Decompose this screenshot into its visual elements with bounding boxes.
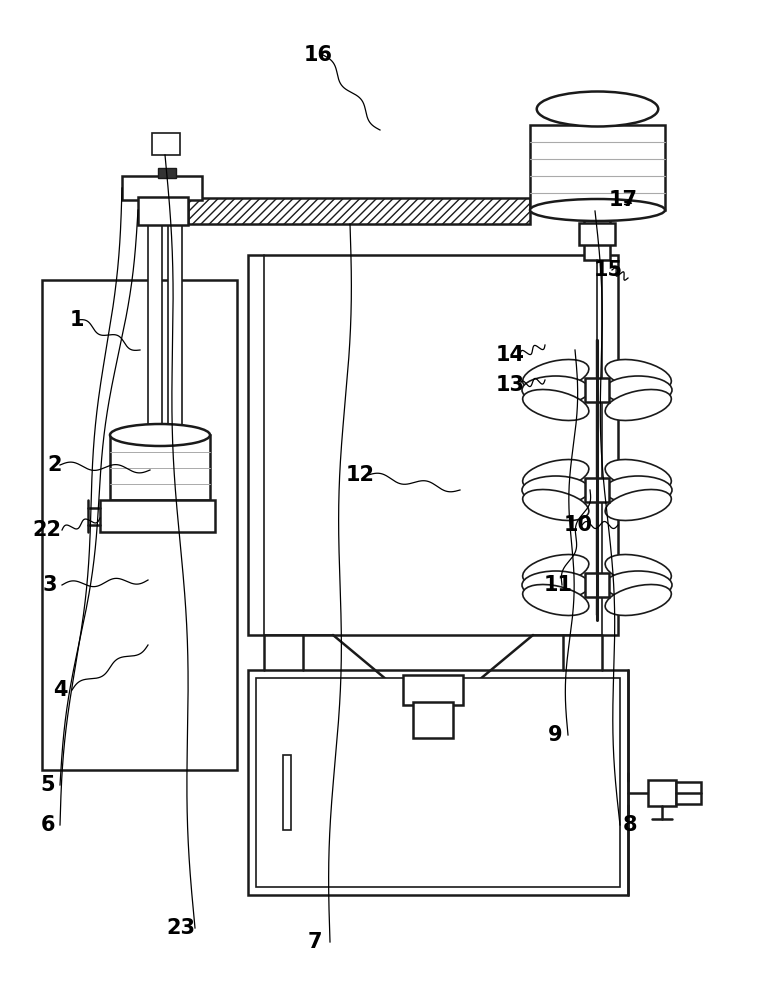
Text: 14: 14 [496,345,524,365]
Text: 17: 17 [608,190,638,210]
Bar [585,478,609,502]
Text: 15: 15 [594,260,622,280]
Text: 11: 11 [543,575,573,595]
Bar [152,133,180,155]
Bar [403,675,463,705]
Ellipse shape [605,460,672,490]
Bar [138,197,188,225]
Bar [579,223,615,245]
Ellipse shape [522,376,590,404]
Ellipse shape [604,476,672,504]
Text: 3: 3 [42,575,57,595]
Text: 5: 5 [41,775,56,795]
Ellipse shape [523,490,589,520]
Bar [585,573,609,597]
Text: 1: 1 [69,310,84,330]
Bar [122,176,202,200]
Ellipse shape [605,585,672,615]
Text: 9: 9 [547,725,562,745]
Text: 13: 13 [496,375,524,395]
Ellipse shape [523,585,589,615]
Bar [188,198,530,224]
Ellipse shape [605,360,672,390]
Bar [148,180,162,510]
Bar [168,180,182,510]
Text: 6: 6 [41,815,56,835]
Ellipse shape [523,360,589,390]
Ellipse shape [604,571,672,599]
Ellipse shape [523,390,589,420]
Text: 23: 23 [167,918,195,938]
Bar [248,670,628,895]
Bar [248,255,618,635]
Ellipse shape [605,390,672,420]
Text: 12: 12 [346,465,374,485]
Bar [256,678,620,887]
Ellipse shape [605,490,672,520]
Ellipse shape [530,199,665,221]
Ellipse shape [523,555,589,585]
Bar [584,210,610,260]
Text: 8: 8 [623,815,637,835]
Text: 4: 4 [52,680,67,700]
Ellipse shape [604,376,672,404]
Bar [100,500,215,532]
Bar [585,378,609,402]
Bar [158,168,176,178]
Text: 2: 2 [48,455,63,475]
Bar [110,435,210,500]
Ellipse shape [110,424,210,446]
Text: 16: 16 [303,45,333,65]
Bar [530,125,665,210]
Ellipse shape [522,476,590,504]
Text: 10: 10 [564,515,592,535]
Text: 22: 22 [32,520,62,540]
Bar [676,782,701,804]
Bar [413,702,453,738]
Ellipse shape [523,460,589,490]
Bar [42,280,237,770]
Bar [283,755,291,830]
Text: 7: 7 [308,932,322,952]
Ellipse shape [605,555,672,585]
Ellipse shape [537,92,659,126]
Ellipse shape [522,571,590,599]
Bar [648,780,676,806]
